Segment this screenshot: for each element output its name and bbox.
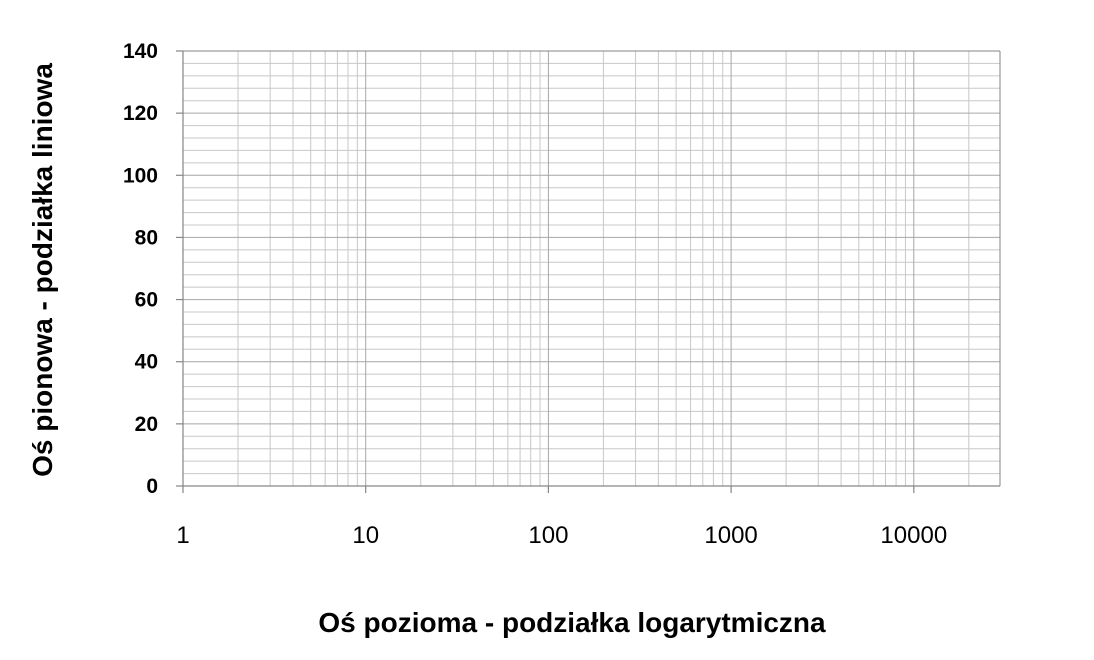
y-axis-title: Oś pionowa - podziałka liniowa bbox=[27, 63, 58, 477]
axes bbox=[176, 50, 1001, 493]
y-tick-label: 120 bbox=[123, 102, 158, 125]
x-axis-title: Oś pozioma - podziałka logarytmiczna bbox=[318, 607, 826, 638]
x-tick-label: 10000 bbox=[880, 522, 947, 549]
x-tick-label: 1000 bbox=[704, 522, 757, 549]
y-tick-label: 40 bbox=[135, 351, 158, 374]
y-tick-labels: 0 20 40 60 80 100 120 140 bbox=[123, 40, 158, 498]
x-tick-label: 1 bbox=[176, 522, 189, 549]
y-tick-label: 80 bbox=[135, 226, 158, 249]
x-tick-label: 10 bbox=[352, 522, 379, 549]
y-tick-label: 20 bbox=[135, 413, 158, 436]
major-gridlines bbox=[183, 50, 1000, 486]
minor-gridlines bbox=[183, 51, 1000, 486]
x-tick-labels: 1 10 100 1000 10000 bbox=[176, 522, 947, 549]
y-tick-label: 100 bbox=[123, 164, 158, 187]
y-tick-label: 0 bbox=[146, 475, 158, 498]
y-tick-label: 140 bbox=[123, 40, 158, 63]
y-tick-label: 60 bbox=[135, 289, 158, 312]
x-tick-label: 100 bbox=[528, 522, 568, 549]
